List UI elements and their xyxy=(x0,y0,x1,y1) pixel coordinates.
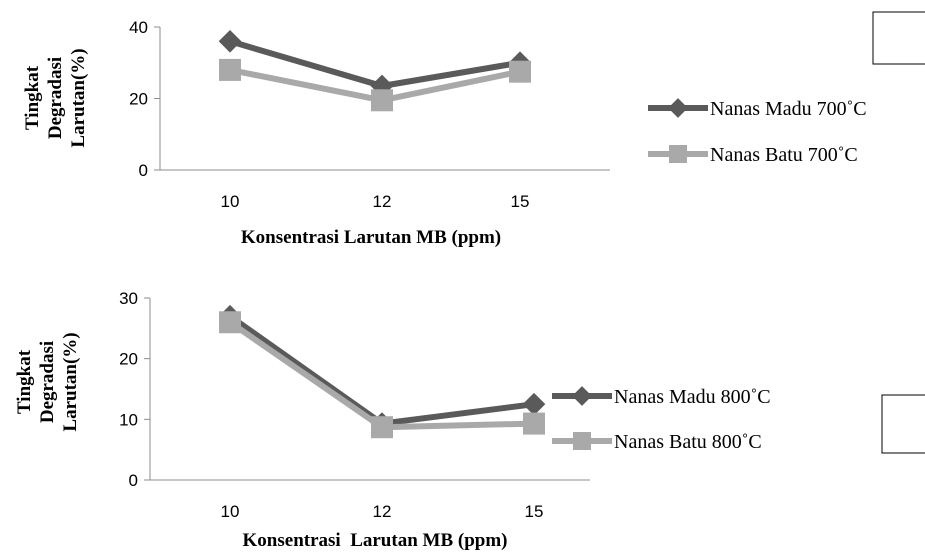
x-tick-label: 15 xyxy=(511,192,530,211)
bottom-right-empty-box xyxy=(881,394,925,454)
data-point-diamond xyxy=(522,392,546,416)
x-axis-title: Konsentrasi Larutan MB (ppm) xyxy=(243,530,508,551)
y-axis-title-line-2: Degradasi xyxy=(37,341,58,423)
y-tick-label: 0 xyxy=(129,471,138,490)
legend: Nanas Madu 800˚C Nanas Batu 800˚C xyxy=(552,386,771,453)
legend-label-nanas-madu-800: Nanas Madu 800˚C xyxy=(614,386,771,408)
data-point-square xyxy=(523,412,545,435)
legend-marker-nanas-madu-800 xyxy=(572,386,592,406)
y-tick-label: 30 xyxy=(119,289,138,308)
legend-label-nanas-batu-800: Nanas Batu 800˚C xyxy=(614,431,762,453)
chart-700c: 0 20 40 10 12 15 Konsentrasi Larutan MB (ppm… xyxy=(22,18,867,248)
legend-marker-nanas-madu-700 xyxy=(668,98,688,118)
y-axis-title-line-1: Tingkat xyxy=(22,65,43,130)
series-line-0 xyxy=(228,313,535,427)
data-point-square xyxy=(219,311,241,334)
legend-marker-nanas-batu-800 xyxy=(573,432,591,450)
y-tick-label: 20 xyxy=(129,90,148,109)
y-tick-label: 0 xyxy=(139,161,148,180)
chart-800c: 0 10 20 30 10 12 15 Konsentrasi Larutan MB (p… xyxy=(14,289,771,551)
y-tick-label: 40 xyxy=(129,18,148,37)
y-axis-title-line-1: Tingkat xyxy=(14,349,35,414)
x-tick-label: 12 xyxy=(373,192,392,211)
x-axis-title: Konsentrasi Larutan MB (ppm) xyxy=(241,227,501,248)
data-point-square xyxy=(371,89,393,112)
legend-label-nanas-madu-700: Nanas Madu 700˚C xyxy=(710,98,867,120)
y-axis-title-line-3: Larutan(%) xyxy=(68,48,89,147)
x-tick-label: 10 xyxy=(221,502,240,521)
legend-label-nanas-batu-700: Nanas Batu 700˚C xyxy=(710,144,858,166)
y-tick-label: 10 xyxy=(119,410,138,429)
legend: Nanas Madu 700˚C Nanas Batu 700˚C xyxy=(648,98,867,166)
data-point-square xyxy=(371,416,393,439)
data-point-diamond xyxy=(218,29,242,53)
legend-marker-nanas-batu-700 xyxy=(669,145,687,163)
y-axis-title-line-3: Larutan(%) xyxy=(60,332,81,431)
x-tick-label: 12 xyxy=(373,502,392,521)
y-tick-label: 20 xyxy=(119,350,138,369)
data-point-square xyxy=(509,60,531,83)
y-axis-title-line-2: Degradasi xyxy=(45,57,66,139)
top-right-empty-box xyxy=(872,11,925,65)
data-point-square xyxy=(219,58,241,81)
x-tick-label: 10 xyxy=(221,192,240,211)
x-tick-label: 15 xyxy=(525,502,544,521)
